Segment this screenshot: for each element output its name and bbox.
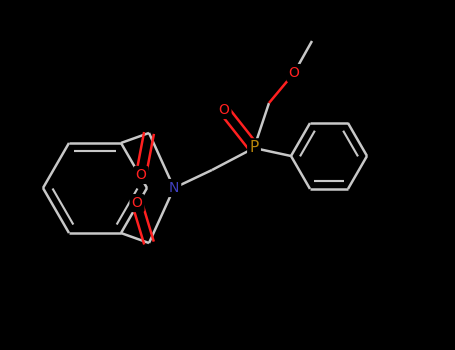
Text: O: O [288,66,299,80]
Text: O: O [218,103,229,117]
Text: P: P [249,140,258,155]
Text: N: N [169,181,179,195]
Text: O: O [136,168,147,182]
Text: O: O [131,196,142,210]
